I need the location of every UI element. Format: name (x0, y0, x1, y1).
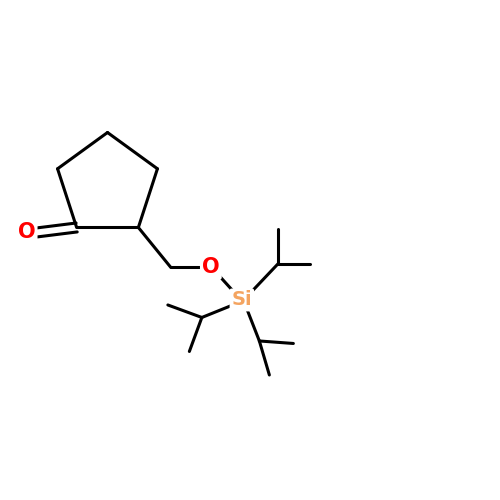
Text: Si: Si (232, 290, 252, 310)
Text: O: O (18, 222, 36, 242)
Text: O: O (202, 258, 220, 278)
